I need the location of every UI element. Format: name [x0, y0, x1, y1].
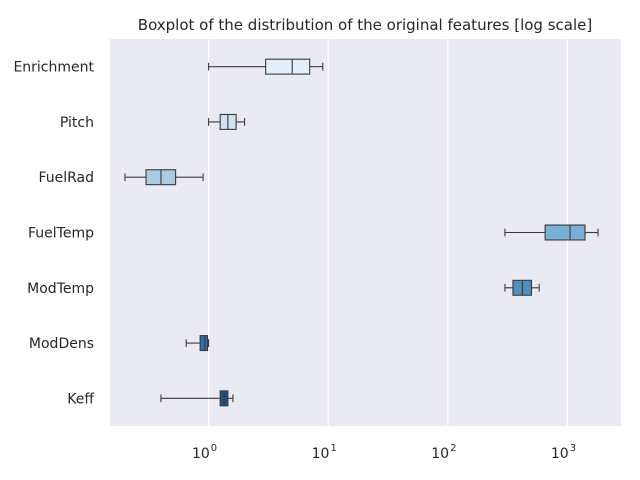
box-pitch [208, 113, 246, 130]
boxes-layer [124, 58, 599, 407]
y-label-moddens: ModDens [29, 336, 94, 352]
y-label-enrichment: Enrichment [13, 60, 94, 76]
box-enrichment [208, 58, 324, 75]
x-tick-label: 103 [551, 443, 576, 462]
box-iqr [199, 335, 209, 352]
x-axis-ticks: 100 101 102 103 [192, 443, 576, 462]
chart-title: Boxplot of the distribution of the origi… [138, 16, 592, 34]
box-moddens [185, 335, 210, 352]
y-label-keff: Keff [67, 391, 94, 407]
y-label-fuelrad: FuelRad [38, 170, 94, 186]
box-modtemp [504, 279, 540, 296]
box-fueltemp [504, 224, 599, 241]
box-keff [160, 390, 234, 407]
box-iqr [265, 58, 311, 75]
y-label-modtemp: ModTemp [27, 281, 94, 297]
x-tick-label: 100 [192, 443, 217, 462]
y-axis-labels: Enrichment Pitch FuelRad FuelTemp ModTemp Mod… [13, 60, 94, 408]
box-fuelrad [124, 169, 204, 186]
x-tick-label: 101 [312, 443, 337, 462]
y-label-pitch: Pitch [60, 115, 94, 131]
x-tick-label: 102 [431, 443, 456, 462]
y-label-fueltemp: FuelTemp [28, 226, 94, 242]
box-iqr [544, 224, 586, 241]
